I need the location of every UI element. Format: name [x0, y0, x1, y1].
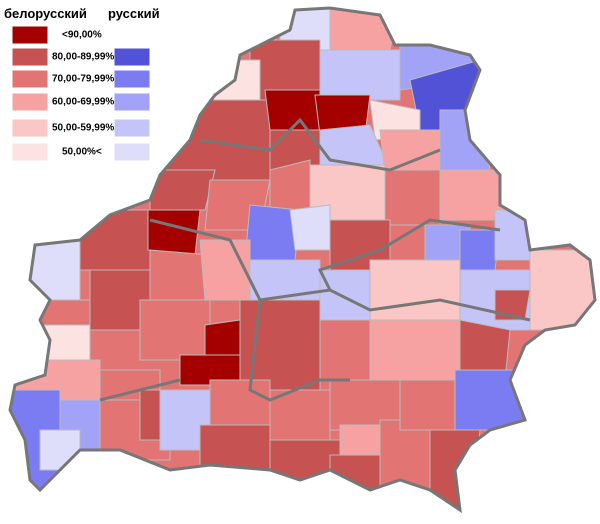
- legend-swatch: [113, 92, 151, 112]
- legend-label: 50,00%<: [62, 147, 102, 158]
- legend-swatch: [113, 118, 151, 138]
- legend-label: 70,00-79,99%: [52, 74, 114, 85]
- legend-swatch: [113, 69, 151, 89]
- legend-swatch: [11, 118, 49, 138]
- legend-swatch: [11, 69, 49, 89]
- legend-swatch: [113, 142, 151, 162]
- legend-swatch: [11, 47, 49, 67]
- legend-label: 80,00-89,99%: [52, 52, 114, 63]
- legend-swatch: [11, 92, 49, 112]
- legend-header: белорусский: [4, 6, 87, 21]
- legend-label: 50,00-59,99%: [52, 123, 114, 134]
- legend-label: <90,00%: [62, 30, 102, 41]
- legend: белорусский русский <90,00% 80,00-89,99%…: [4, 6, 160, 162]
- legend-header: русский: [108, 6, 160, 21]
- legend-swatch: [113, 47, 151, 67]
- region-borders: [99, 117, 531, 402]
- legend-swatch: [11, 25, 49, 45]
- legend-label: 60,00-69,99%: [52, 97, 114, 108]
- legend-swatch: [11, 142, 49, 162]
